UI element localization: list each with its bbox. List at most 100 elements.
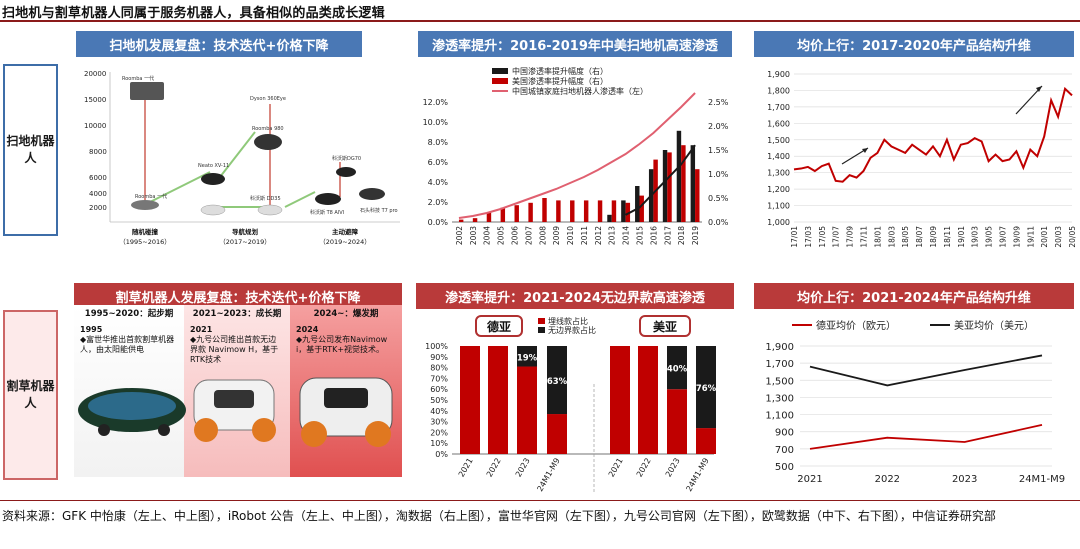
header-vacuum-price: 均价上行：2017-2020年产品结构升维 <box>754 31 1074 57</box>
stage-text: ◆九号公司推出首款无边界款 Navimow H，基于RTK技术 <box>190 335 279 364</box>
bar-us <box>556 200 561 222</box>
y-axis-tick: 500 <box>775 462 794 473</box>
y-axis-tick: 10% <box>430 439 448 448</box>
x-axis-tick: 17/09 <box>846 226 855 248</box>
bar-china <box>690 145 696 222</box>
x-axis-tick: 2010 <box>566 226 575 245</box>
bar-china <box>607 214 612 222</box>
x-axis-tick: 17/07 <box>832 226 841 248</box>
left-axis-tick: 0.0% <box>428 218 449 227</box>
trend-arrow-head <box>862 148 868 153</box>
x-axis-tick: 2022 <box>485 457 503 479</box>
left-axis-tick: 10.0% <box>423 118 449 127</box>
x-axis-tick: 17/11 <box>860 226 869 248</box>
x-axis-tick: 2019 <box>691 226 700 245</box>
y-axis-tick: 1,400 <box>767 152 790 161</box>
header-vacuum-penetration: 渗透率提升：2016-2019年中美扫地机高速渗透 <box>418 31 732 57</box>
line-de-price <box>809 423 1043 450</box>
y-axis-tick: 20% <box>430 428 448 437</box>
x-axis-tick: 2022 <box>635 457 653 479</box>
y-axis-tick: 1,800 <box>767 86 790 95</box>
x-axis-tick: 18/07 <box>915 226 924 248</box>
x-axis-tick: 19/09 <box>1012 226 1021 248</box>
product-label: Roomba 980 <box>252 126 284 132</box>
product-image <box>130 82 164 100</box>
bar-us <box>486 212 492 222</box>
legend-swatch <box>538 318 545 324</box>
stage-title: 1995~2020：起步期 <box>84 309 174 319</box>
x-axis-tick: 2007 <box>524 226 533 245</box>
bar-china <box>635 186 640 222</box>
vacuum-history-diagram: 20000 15000 10000 8000 6000 4000 2000 Ro… <box>84 70 400 246</box>
mower-stage-1: 1995~2020：起步期 1995 ◆富世华推出首款割草机器人，由太阳能供电 <box>74 305 184 477</box>
solar-panel-icon <box>88 392 176 420</box>
bar-wired <box>696 428 716 454</box>
legend-swatch <box>538 327 545 333</box>
y-axis-tick: 1,000 <box>767 218 790 227</box>
row-label-vacuum: 扫地机器人 <box>3 64 58 236</box>
bar-us <box>695 169 700 222</box>
stage-title: 2024~：爆发期 <box>313 309 379 319</box>
bar-us <box>570 200 575 222</box>
x-axis-tick: 20/05 <box>1068 226 1077 248</box>
group-label: 美亚 <box>653 319 677 334</box>
header-vacuum-history: 扫地机发展复盘：技术迭代+价格下降 <box>76 31 362 57</box>
line-china-urban-penetration <box>458 92 696 219</box>
bar-wired <box>667 389 687 454</box>
y-axis-tick: 1,300 <box>767 169 790 178</box>
bar-us <box>681 145 686 222</box>
stage-years: （1995~2016） <box>119 238 171 246</box>
y-axis-tick: 100% <box>425 342 448 351</box>
bar-us <box>514 205 519 222</box>
stage-years: （2017~2019） <box>219 238 271 246</box>
stage-text: ◆九号公司发布Navimow i，基于RTK+视觉技术。 <box>296 335 388 354</box>
y-tick: 6000 <box>89 174 107 182</box>
bar-boundaryless <box>696 346 716 429</box>
y-axis-tick: 80% <box>430 364 448 373</box>
mower-stage-2: 2021~2023：成长期 2021 ◆九号公司推出首款无边界款 Navimow… <box>184 305 290 477</box>
bar-china <box>676 130 682 222</box>
y-axis-tick: 700 <box>775 445 794 456</box>
x-axis-tick: 2005 <box>497 226 506 245</box>
y-axis-tick: 1,700 <box>765 359 794 370</box>
stage-text: ◆富世华推出首款割草机器人，由太阳能供电 <box>80 335 175 354</box>
data-label: 76% <box>696 384 717 394</box>
legend-swatch <box>492 68 508 74</box>
x-axis-tick: 20/01 <box>1040 226 1049 248</box>
price-line <box>793 86 1073 183</box>
product-label: Neato XV-11 <box>198 163 229 169</box>
y-axis-tick: 1,600 <box>767 119 790 128</box>
stage-name: 导航规划 <box>232 227 259 236</box>
data-label: 19% <box>517 353 538 363</box>
vacuum-icon <box>131 200 159 210</box>
y-tick: 10000 <box>84 122 106 130</box>
bar-us <box>611 200 617 222</box>
y-axis-tick: 1,500 <box>767 136 790 145</box>
right-axis-tick: 2.5% <box>708 98 729 107</box>
y-axis-tick: 1,900 <box>765 342 794 353</box>
x-axis-tick: 2002 <box>455 226 464 245</box>
legend-label: 埋线款占比 <box>548 316 588 326</box>
bar-us <box>458 219 464 222</box>
x-axis-tick: 2016 <box>649 226 658 245</box>
mower-images <box>78 377 393 447</box>
x-axis-tick: 2009 <box>552 226 561 245</box>
x-axis-tick: 24M1-M9 <box>684 457 710 494</box>
group-badge <box>639 315 691 337</box>
bar-boundaryless <box>517 346 537 367</box>
x-axis-tick: 19/07 <box>999 226 1008 248</box>
bar-china <box>621 200 626 222</box>
bar-boundaryless <box>667 346 687 390</box>
x-axis-tick: 17/01 <box>790 226 799 248</box>
x-axis-tick: 2023 <box>514 457 532 479</box>
product-label: 石头科技 T7 pro <box>360 207 398 214</box>
y-axis-tick: 1,300 <box>765 393 794 404</box>
right-axis-tick: 1.5% <box>708 146 729 155</box>
x-axis-tick: 19/01 <box>957 226 966 248</box>
y-tick: 2000 <box>89 204 107 212</box>
header-mower-history: 割草机器人发展复盘：技术迭代+价格下降 <box>74 283 402 309</box>
data-label: 63% <box>547 377 568 387</box>
bar-wired <box>460 346 480 454</box>
y-axis-tick: 60% <box>430 385 448 394</box>
y-axis-tick: 1,100 <box>767 202 790 211</box>
